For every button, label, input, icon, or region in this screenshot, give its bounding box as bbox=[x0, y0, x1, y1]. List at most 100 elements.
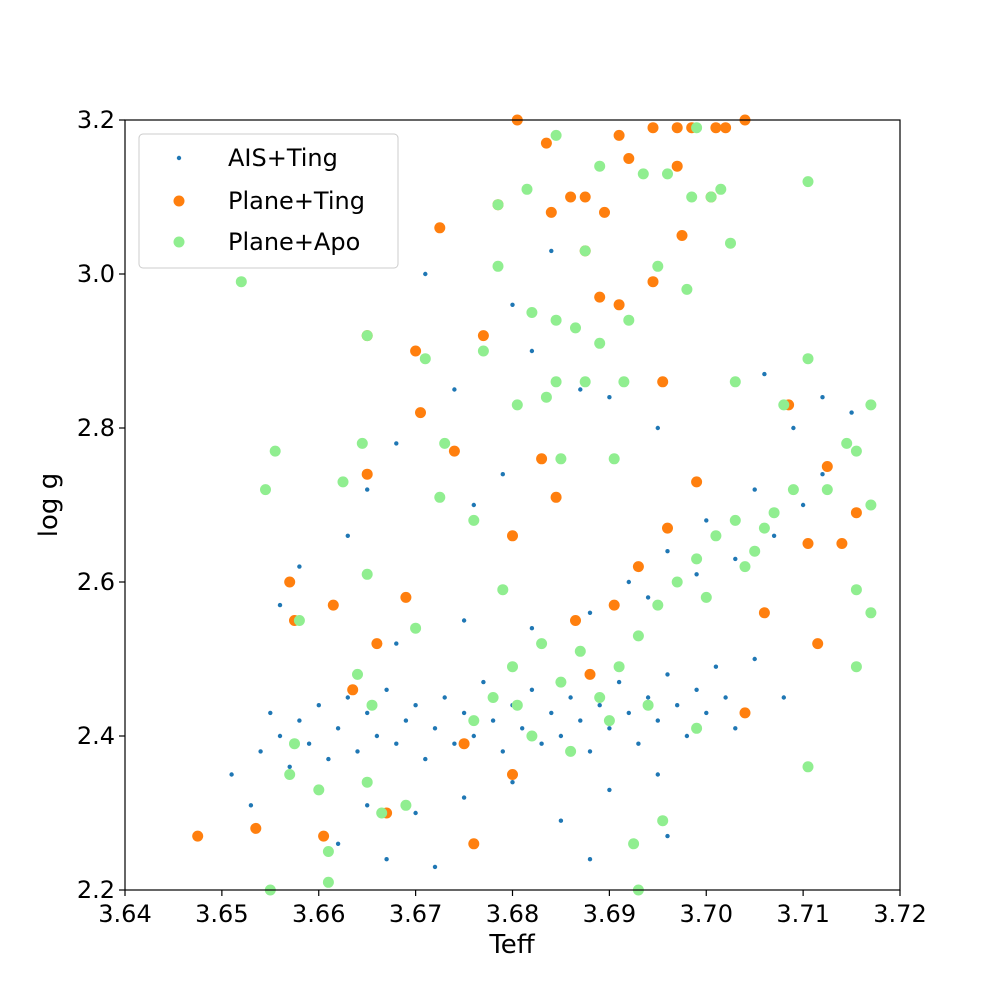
data-point bbox=[500, 749, 505, 754]
y-axis: 2.2 2.4 2.6 2.8 3.0 3.2 bbox=[77, 106, 125, 904]
data-point bbox=[490, 718, 496, 723]
x-tick-label: 3.66 bbox=[292, 900, 345, 928]
data-point bbox=[758, 607, 770, 619]
data-point bbox=[507, 530, 518, 542]
data-point bbox=[235, 276, 247, 288]
data-point bbox=[657, 815, 669, 827]
data-point bbox=[594, 291, 606, 303]
data-point bbox=[458, 738, 470, 750]
data-point bbox=[820, 472, 825, 477]
data-point bbox=[468, 715, 480, 727]
data-point bbox=[623, 153, 635, 164]
data-point bbox=[739, 561, 751, 573]
data-point bbox=[277, 733, 283, 739]
data-point bbox=[574, 645, 586, 657]
data-point bbox=[539, 741, 544, 746]
data-point bbox=[597, 703, 602, 708]
data-point bbox=[497, 584, 509, 596]
data-point bbox=[361, 776, 373, 788]
data-point bbox=[603, 715, 615, 727]
data-point bbox=[762, 371, 767, 377]
legend-marker-plane-apo bbox=[173, 236, 185, 248]
data-point bbox=[439, 437, 451, 449]
data-point bbox=[820, 395, 825, 400]
data-point bbox=[608, 453, 620, 465]
data-point bbox=[671, 160, 683, 172]
data-point bbox=[691, 476, 703, 488]
data-point bbox=[550, 491, 562, 503]
data-point bbox=[787, 484, 799, 496]
y-tick-label: 3.2 bbox=[77, 106, 115, 134]
data-point bbox=[665, 672, 670, 677]
data-point bbox=[510, 780, 515, 785]
data-point bbox=[520, 726, 525, 731]
data-point bbox=[521, 183, 533, 195]
data-point bbox=[540, 391, 552, 403]
data-point bbox=[536, 453, 548, 465]
data-point bbox=[671, 122, 683, 134]
data-point bbox=[423, 271, 428, 277]
data-point bbox=[684, 733, 690, 739]
data-point bbox=[507, 661, 518, 673]
data-point bbox=[849, 410, 854, 415]
data-point bbox=[492, 260, 504, 272]
data-point bbox=[555, 453, 567, 465]
data-point bbox=[758, 522, 770, 534]
data-point bbox=[229, 772, 234, 777]
data-point bbox=[568, 695, 573, 700]
data-point bbox=[618, 376, 630, 388]
data-point bbox=[578, 387, 583, 392]
data-point bbox=[657, 376, 669, 388]
data-point bbox=[594, 337, 606, 349]
data-point bbox=[637, 168, 649, 180]
data-point bbox=[400, 591, 412, 603]
data-point bbox=[448, 445, 460, 457]
data-point bbox=[812, 638, 824, 650]
data-point bbox=[452, 387, 457, 392]
data-point bbox=[507, 769, 518, 780]
data-point bbox=[461, 710, 467, 716]
data-point bbox=[413, 703, 418, 708]
data-point bbox=[452, 741, 457, 746]
data-point bbox=[607, 726, 612, 731]
data-point bbox=[361, 468, 373, 480]
data-point bbox=[492, 199, 504, 211]
data-point bbox=[413, 810, 418, 816]
data-point bbox=[540, 137, 552, 149]
data-point bbox=[626, 579, 631, 585]
legend-marker-plane-ting bbox=[173, 195, 185, 207]
data-point bbox=[545, 206, 557, 218]
data-point bbox=[725, 237, 736, 249]
data-point bbox=[555, 676, 567, 688]
data-point bbox=[584, 668, 596, 680]
y-tick-label: 3.0 bbox=[77, 260, 115, 288]
x-axis-label: Teff bbox=[488, 930, 535, 960]
data-point bbox=[335, 726, 341, 731]
data-point bbox=[821, 484, 833, 496]
data-point bbox=[791, 425, 796, 431]
data-point bbox=[739, 707, 751, 719]
data-point bbox=[645, 695, 651, 700]
data-point bbox=[694, 687, 699, 692]
data-point bbox=[636, 741, 641, 746]
data-point bbox=[733, 726, 738, 731]
data-point bbox=[802, 353, 814, 365]
data-point bbox=[277, 602, 283, 608]
data-point bbox=[511, 399, 523, 411]
data-point bbox=[487, 692, 499, 703]
points-layer bbox=[192, 114, 877, 896]
data-point bbox=[662, 168, 673, 180]
data-point bbox=[394, 741, 399, 746]
data-point bbox=[570, 322, 581, 334]
data-point bbox=[749, 545, 761, 557]
data-point bbox=[550, 314, 562, 326]
data-point bbox=[365, 803, 370, 808]
data-point bbox=[500, 472, 505, 477]
data-point bbox=[710, 122, 722, 134]
data-point bbox=[652, 599, 664, 611]
data-point bbox=[376, 807, 388, 819]
data-point bbox=[704, 710, 709, 716]
data-point bbox=[599, 206, 610, 218]
data-point bbox=[647, 122, 659, 134]
